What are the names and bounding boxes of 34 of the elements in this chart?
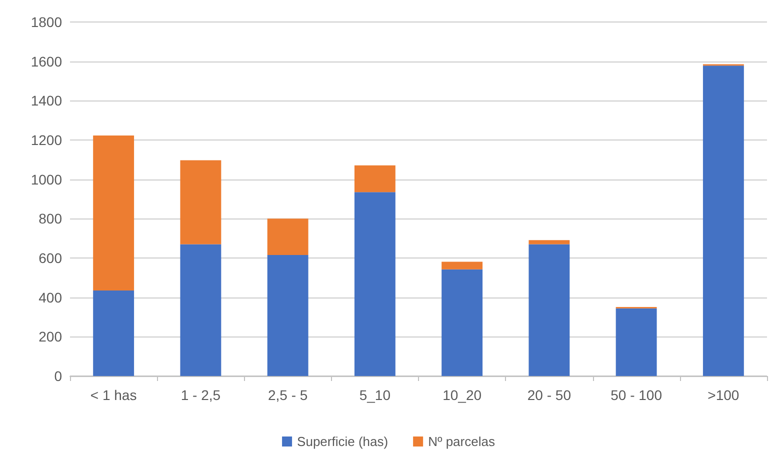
bar <box>702 66 744 376</box>
bar <box>528 244 570 376</box>
x-tick-label: 5_10 <box>359 387 391 403</box>
y-tick-label: 1400 <box>30 92 62 109</box>
y-tick-label: 1800 <box>30 14 62 30</box>
bar <box>528 240 570 244</box>
x-tick-label: 1 - 2,5 <box>180 387 221 403</box>
legend-label: Superficie (has) <box>297 434 388 449</box>
bar <box>616 308 657 376</box>
x-tick-label: >100 <box>708 387 740 403</box>
y-tick-label: 600 <box>38 250 62 266</box>
bar <box>354 165 396 192</box>
y-tick-label: 0 <box>54 368 62 384</box>
x-tick-label: 50 - 100 <box>610 387 662 403</box>
bar <box>267 255 308 376</box>
x-tick-label: 10_20 <box>442 387 482 403</box>
y-tick-label: 1000 <box>30 171 62 188</box>
bar <box>93 135 134 290</box>
y-tick-label: 1200 <box>30 132 62 148</box>
bar <box>180 244 222 376</box>
bar <box>354 192 396 376</box>
bar <box>93 290 134 376</box>
x-tick-label: 2,5 - 5 <box>268 387 308 403</box>
y-tick-label: 1600 <box>30 53 62 70</box>
x-tick-label: < 1 has <box>90 387 137 403</box>
y-tick-label: 200 <box>38 328 62 345</box>
y-tick-label: 800 <box>38 210 62 227</box>
bar <box>442 269 483 376</box>
bar <box>180 160 222 244</box>
legend-label: Nº parcelas <box>428 434 496 449</box>
x-tick-label: 20 - 50 <box>527 387 572 403</box>
bar <box>442 262 483 270</box>
y-tick-label: 400 <box>38 289 62 306</box>
bar <box>267 218 308 256</box>
